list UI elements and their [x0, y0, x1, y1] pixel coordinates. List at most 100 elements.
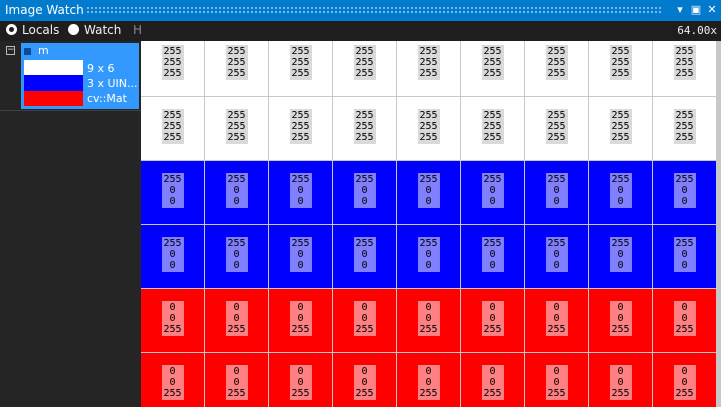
pixel-cell[interactable]: 0 0 255	[141, 289, 204, 352]
pixel-cell[interactable]: 255 255 255	[333, 41, 396, 96]
pixel-value: 0 0 255	[225, 365, 248, 400]
pixel-value: 0 0 255	[353, 365, 376, 400]
pixel-value: 0 0 255	[225, 301, 248, 336]
pixel-cell[interactable]: 255 0 0	[653, 161, 716, 224]
pixel-cell[interactable]: 255 0 0	[205, 225, 268, 288]
thumbnail-band-red	[24, 90, 83, 106]
watch-label[interactable]: Watch	[84, 23, 122, 37]
pixel-value: 0 0 255	[417, 365, 440, 400]
pixel-cell[interactable]: 255 255 255	[589, 97, 652, 160]
pixel-cell[interactable]: 255 255 255	[269, 41, 332, 96]
pixel-cell[interactable]: 0 0 255	[525, 353, 588, 407]
pixel-value: 255 0 0	[417, 173, 440, 208]
pixel-value: 255 0 0	[481, 173, 504, 208]
pixel-cell[interactable]: 0 0 255	[461, 289, 524, 352]
pixel-cell[interactable]: 255 0 0	[333, 225, 396, 288]
pixel-value: 0 0 255	[545, 301, 568, 336]
pixel-cell[interactable]: 255 255 255	[205, 97, 268, 160]
pixel-cell[interactable]: 255 255 255	[397, 41, 460, 96]
watch-radio[interactable]	[68, 24, 79, 35]
pixel-value: 255 0 0	[673, 237, 696, 272]
splitter-handle[interactable]: H	[133, 23, 143, 37]
pixel-value: 255 255 255	[609, 109, 632, 144]
pixel-cell[interactable]: 0 0 255	[653, 353, 716, 407]
pixel-cell[interactable]: 0 0 255	[141, 353, 204, 407]
image-channels: 3 x UIN...	[87, 77, 138, 90]
pixel-cell[interactable]: 255 0 0	[525, 225, 588, 288]
pixel-cell[interactable]: 0 0 255	[205, 353, 268, 407]
pixel-value: 255 255 255	[225, 109, 248, 144]
close-icon[interactable]: ✕	[707, 3, 717, 16]
pixel-cell[interactable]: 0 0 255	[589, 353, 652, 407]
pixel-cell[interactable]: 255 0 0	[333, 161, 396, 224]
pixel-cell[interactable]: 0 0 255	[653, 289, 716, 352]
pixel-cell[interactable]: 255 0 0	[141, 161, 204, 224]
pixel-cell[interactable]: 255 255 255	[653, 41, 716, 96]
pixel-value: 255 0 0	[225, 237, 248, 272]
pixel-cell[interactable]: 255 255 255	[461, 97, 524, 160]
thumbnail-band-blue	[24, 75, 83, 91]
pixel-value: 255 0 0	[609, 173, 632, 208]
pixel-cell[interactable]: 255 255 255	[589, 41, 652, 96]
image-list-item[interactable]: m 9 x 6 3 x UIN... cv::Mat	[21, 43, 139, 109]
pixel-value: 0 0 255	[161, 365, 184, 400]
pixel-value: 255 255 255	[481, 109, 504, 144]
pixel-cell[interactable]: 0 0 255	[333, 353, 396, 407]
pixel-value: 255 255 255	[417, 45, 440, 80]
pixel-cell[interactable]: 0 0 255	[589, 289, 652, 352]
pixel-value: 0 0 255	[673, 365, 696, 400]
locals-radio[interactable]	[6, 24, 17, 35]
window-title: Image Watch	[5, 3, 84, 17]
pixel-cell[interactable]: 255 0 0	[461, 225, 524, 288]
pixel-cell[interactable]: 255 0 0	[525, 161, 588, 224]
pixel-cell[interactable]: 255 255 255	[653, 97, 716, 160]
pixel-cell[interactable]: 255 255 255	[525, 41, 588, 96]
pixel-cell[interactable]: 255 0 0	[205, 161, 268, 224]
pixel-cell[interactable]: 255 255 255	[397, 97, 460, 160]
pixel-cell[interactable]: 255 0 0	[397, 225, 460, 288]
pixel-cell[interactable]: 255 0 0	[141, 225, 204, 288]
locals-label[interactable]: Locals	[22, 23, 60, 37]
pixel-cell[interactable]: 255 0 0	[397, 161, 460, 224]
image-view[interactable]: 255 255 255 255 255 255 255 255 255 255 255 255 255 2…	[141, 41, 721, 407]
pixel-cell[interactable]: 0 0 255	[205, 289, 268, 352]
pixel-cell[interactable]: 255 255 255	[141, 41, 204, 96]
pixel-cell[interactable]: 0 0 255	[269, 289, 332, 352]
pixel-value: 255 0 0	[673, 173, 696, 208]
pixel-value: 0 0 255	[481, 365, 504, 400]
pixel-cell[interactable]: 255 255 255	[461, 41, 524, 96]
dropdown-icon[interactable]: ▾	[677, 3, 683, 16]
pixel-cell[interactable]: 255 0 0	[589, 225, 652, 288]
pixel-value: 0 0 255	[609, 301, 632, 336]
pixel-cell[interactable]: 0 0 255	[397, 289, 460, 352]
pixel-cell[interactable]: 255 0 0	[461, 161, 524, 224]
pixel-cell[interactable]: 0 0 255	[397, 353, 460, 407]
pixel-value: 255 255 255	[289, 45, 312, 80]
pixel-cell[interactable]: 0 0 255	[525, 289, 588, 352]
pixel-value: 0 0 255	[417, 301, 440, 336]
pixel-cell[interactable]: 255 255 255	[141, 97, 204, 160]
pixel-cell[interactable]: 255 255 255	[333, 97, 396, 160]
drag-grip[interactable]	[86, 6, 661, 15]
pixel-cell[interactable]: 0 0 255	[269, 353, 332, 407]
pixel-cell[interactable]: 255 0 0	[269, 225, 332, 288]
title-bar: Image Watch ▾ ▣ ✕	[0, 0, 721, 21]
pixel-cell[interactable]: 255 255 255	[205, 41, 268, 96]
pixel-cell[interactable]: 0 0 255	[461, 353, 524, 407]
pixel-value: 255 255 255	[289, 109, 312, 144]
pixel-cell[interactable]: 255 0 0	[269, 161, 332, 224]
pixel-value: 255 255 255	[673, 109, 696, 144]
thumbnail-band-white	[24, 60, 83, 76]
pixel-value: 0 0 255	[673, 301, 696, 336]
zoom-level: 64.00x	[677, 24, 717, 37]
pixel-value: 255 0 0	[353, 173, 376, 208]
pixel-cell[interactable]: 0 0 255	[333, 289, 396, 352]
image-size: 9 x 6	[87, 62, 115, 75]
collapse-icon[interactable]: −	[6, 45, 15, 55]
pixel-cell[interactable]: 255 0 0	[589, 161, 652, 224]
pixel-cell[interactable]: 255 255 255	[525, 97, 588, 160]
maximize-icon[interactable]: ▣	[690, 3, 702, 16]
pixel-cell[interactable]: 255 0 0	[653, 225, 716, 288]
pixel-value: 255 255 255	[545, 109, 568, 144]
pixel-cell[interactable]: 255 255 255	[269, 97, 332, 160]
